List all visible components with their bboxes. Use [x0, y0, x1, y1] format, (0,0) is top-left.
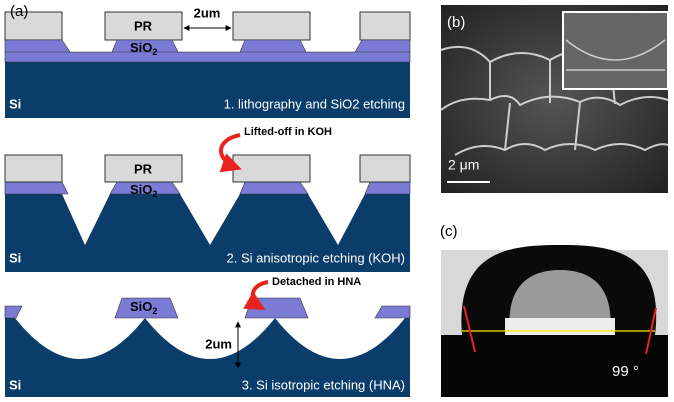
panel-label: (c) — [440, 223, 458, 240]
angle-label: 99 ° — [612, 363, 639, 380]
panel-label: (b) — [447, 14, 465, 31]
figure: (a) PR 2um SiO2 Si 1. lithography and Si… — [0, 0, 674, 397]
shape: 2 — [152, 47, 157, 57]
shape: 2 — [152, 189, 157, 199]
step-1: (a) PR 2um SiO2 Si 1. lithography and Si… — [5, 3, 410, 118]
note: Lifted-off in KOH — [244, 126, 332, 138]
shape: SiO — [130, 182, 152, 197]
inset — [563, 12, 668, 89]
step-3: Detached in HNA SiO2 2um Si 3. Si isotro… — [5, 276, 410, 397]
shape: SiO — [130, 40, 152, 55]
panel-label: (a) — [10, 3, 28, 20]
photoresist — [233, 155, 310, 182]
step-2: Lifted-off in KOH PR SiO2 Si 2. Si aniso… — [5, 126, 410, 272]
shape — [505, 318, 615, 335]
shape: SiO — [130, 299, 152, 314]
step-caption: 1. lithography and SiO2 etching — [224, 96, 405, 111]
sio2-layer — [5, 182, 410, 194]
panel-b: (b) 2 μm — [441, 5, 668, 193]
photoresist — [5, 155, 62, 182]
pr-label: PR — [134, 18, 153, 33]
photoresist — [360, 155, 410, 182]
gap-label: 2um — [194, 5, 221, 20]
step-caption: 3. Si isotropic etching (HNA) — [242, 377, 405, 392]
note: Detached in HNA — [272, 276, 361, 288]
scale-bar-label: 2 μm — [448, 157, 479, 173]
pr-label: PR — [134, 161, 153, 176]
panel-c: (c) 99 ° — [440, 223, 668, 397]
shape: 2 — [152, 306, 157, 316]
si-label: Si — [9, 250, 21, 265]
sio2-layer — [5, 40, 410, 62]
photoresist — [233, 12, 310, 40]
si-label: Si — [9, 96, 21, 111]
photoresist — [360, 12, 410, 40]
step-caption: 2. Si anisotropic etching (KOH) — [227, 250, 405, 265]
depth-label: 2um — [205, 336, 232, 351]
sio2-pieces — [5, 298, 410, 318]
si-label: Si — [9, 377, 21, 392]
